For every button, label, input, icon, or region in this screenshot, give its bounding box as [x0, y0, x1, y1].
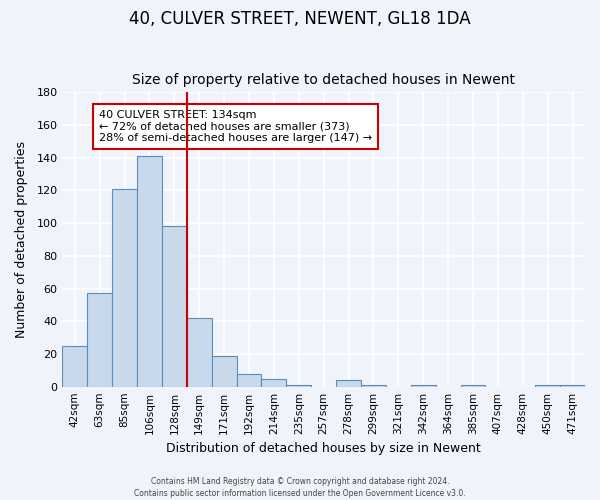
Bar	[411, 385, 436, 386]
Text: Contains HM Land Registry data © Crown copyright and database right 2024.
Contai: Contains HM Land Registry data © Crown c…	[134, 476, 466, 498]
Bar	[262, 378, 286, 386]
Text: 40, CULVER STREET, NEWENT, GL18 1DA: 40, CULVER STREET, NEWENT, GL18 1DA	[129, 10, 471, 28]
Bar	[162, 226, 187, 386]
Bar	[236, 374, 262, 386]
Bar	[535, 385, 560, 386]
Y-axis label: Number of detached properties: Number of detached properties	[15, 141, 28, 338]
Title: Size of property relative to detached houses in Newent: Size of property relative to detached ho…	[132, 73, 515, 87]
Bar	[336, 380, 361, 386]
Bar	[137, 156, 162, 386]
Bar	[212, 356, 236, 386]
Bar	[461, 385, 485, 386]
X-axis label: Distribution of detached houses by size in Newent: Distribution of detached houses by size …	[166, 442, 481, 455]
Bar	[112, 189, 137, 386]
Bar	[187, 318, 212, 386]
Bar	[361, 385, 386, 386]
Bar	[286, 385, 311, 386]
Text: 40 CULVER STREET: 134sqm
← 72% of detached houses are smaller (373)
28% of semi-: 40 CULVER STREET: 134sqm ← 72% of detach…	[99, 110, 372, 143]
Bar	[87, 294, 112, 386]
Bar	[62, 346, 87, 387]
Bar	[560, 385, 585, 386]
